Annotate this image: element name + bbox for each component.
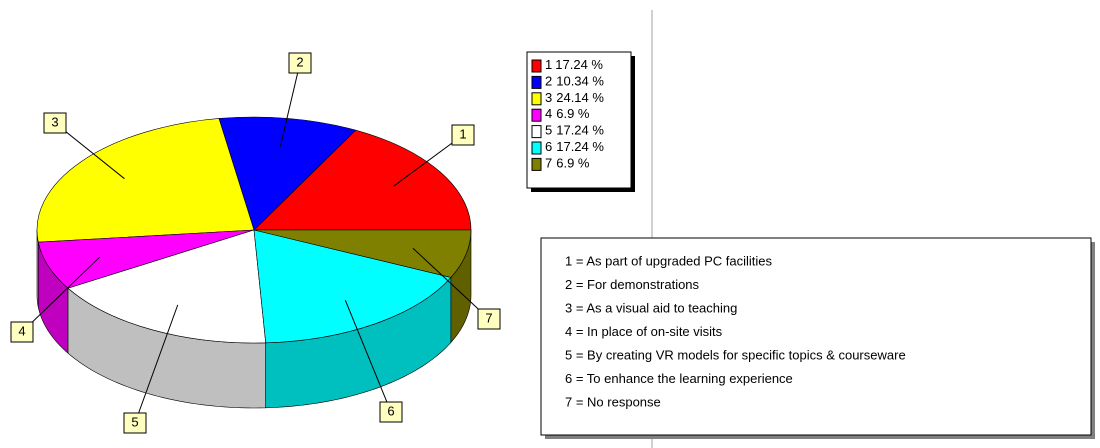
key-line: 2 = For demonstrations bbox=[565, 277, 700, 292]
legend-value: 10.34 % bbox=[556, 74, 604, 89]
legend-swatch bbox=[531, 92, 542, 106]
callout-label: 1 bbox=[459, 126, 466, 141]
legend-swatch bbox=[531, 125, 542, 139]
slice bbox=[36, 118, 255, 243]
legend-label: 6 17.24 % bbox=[545, 139, 604, 154]
callout-box bbox=[379, 401, 403, 423]
legend-label: 5 17.24 % bbox=[545, 123, 604, 138]
leader-line bbox=[21, 256, 101, 333]
pie bbox=[36, 116, 472, 409]
slice bbox=[253, 129, 472, 231]
key-line: 6 = To enhance the learning experience bbox=[565, 371, 793, 386]
legend-swatch bbox=[531, 141, 542, 155]
slice bbox=[67, 229, 267, 344]
slice bbox=[218, 116, 357, 231]
callout-label: 6 bbox=[387, 403, 394, 418]
key-box bbox=[540, 237, 1092, 436]
legend-value: 17.24 % bbox=[556, 123, 604, 138]
legend-category: 6 bbox=[545, 139, 552, 154]
leader-line bbox=[412, 247, 490, 320]
callout-label: 5 bbox=[131, 414, 138, 429]
slice bbox=[253, 229, 452, 344]
callout-label: 4 bbox=[18, 323, 25, 338]
legend-label: 4 6.9 % bbox=[545, 107, 590, 122]
callout-box bbox=[288, 52, 312, 74]
callout-label: 3 bbox=[51, 114, 58, 129]
legend-category: 7 bbox=[545, 156, 552, 171]
legend-value: 17.24 % bbox=[556, 139, 604, 154]
callout-box bbox=[477, 308, 501, 330]
legend-value: 6.9 % bbox=[556, 107, 590, 122]
callout-box bbox=[451, 124, 475, 146]
legend-value: 17.24 % bbox=[555, 57, 603, 72]
callout-label: 7 bbox=[485, 310, 492, 325]
leader-line bbox=[344, 299, 392, 413]
callout-box bbox=[43, 112, 67, 134]
slice bbox=[253, 229, 472, 278]
legend-label: 2 10.34 % bbox=[545, 74, 604, 89]
key-line: 7 = No response bbox=[565, 394, 661, 409]
leader-line bbox=[54, 122, 125, 180]
leader-line bbox=[279, 62, 301, 147]
legend-category: 3 bbox=[545, 90, 552, 105]
legend-swatch bbox=[531, 59, 542, 73]
leader-line bbox=[393, 134, 464, 187]
legend-box bbox=[526, 51, 632, 189]
legend-category: 1 bbox=[545, 57, 552, 72]
legend-swatch bbox=[531, 75, 542, 89]
legend-category: 4 bbox=[545, 107, 552, 122]
legend-label: 3 24.14 % bbox=[545, 90, 604, 105]
callout-label: 2 bbox=[296, 54, 303, 69]
callout-box bbox=[10, 321, 34, 343]
legend-label: 7 6.9 % bbox=[545, 156, 590, 171]
callout-box bbox=[123, 412, 147, 434]
legend-value: 24.14 % bbox=[556, 90, 604, 105]
legend-swatch bbox=[531, 157, 542, 171]
legend-swatch bbox=[531, 108, 542, 122]
leader-line bbox=[134, 304, 179, 424]
key-line: 3 = As a visual aid to teaching bbox=[565, 300, 737, 315]
key-line: 4 = In place of on-site visits bbox=[565, 324, 723, 339]
legend-label: 1 17.24 % bbox=[545, 57, 603, 72]
legend-category: 5 bbox=[545, 123, 552, 138]
legend-value: 6.9 % bbox=[556, 156, 590, 171]
legend-category: 2 bbox=[545, 74, 552, 89]
key-line: 1 = As part of upgraded PC facilities bbox=[565, 253, 773, 268]
key-line: 5 = By creating VR models for specific t… bbox=[565, 347, 906, 362]
